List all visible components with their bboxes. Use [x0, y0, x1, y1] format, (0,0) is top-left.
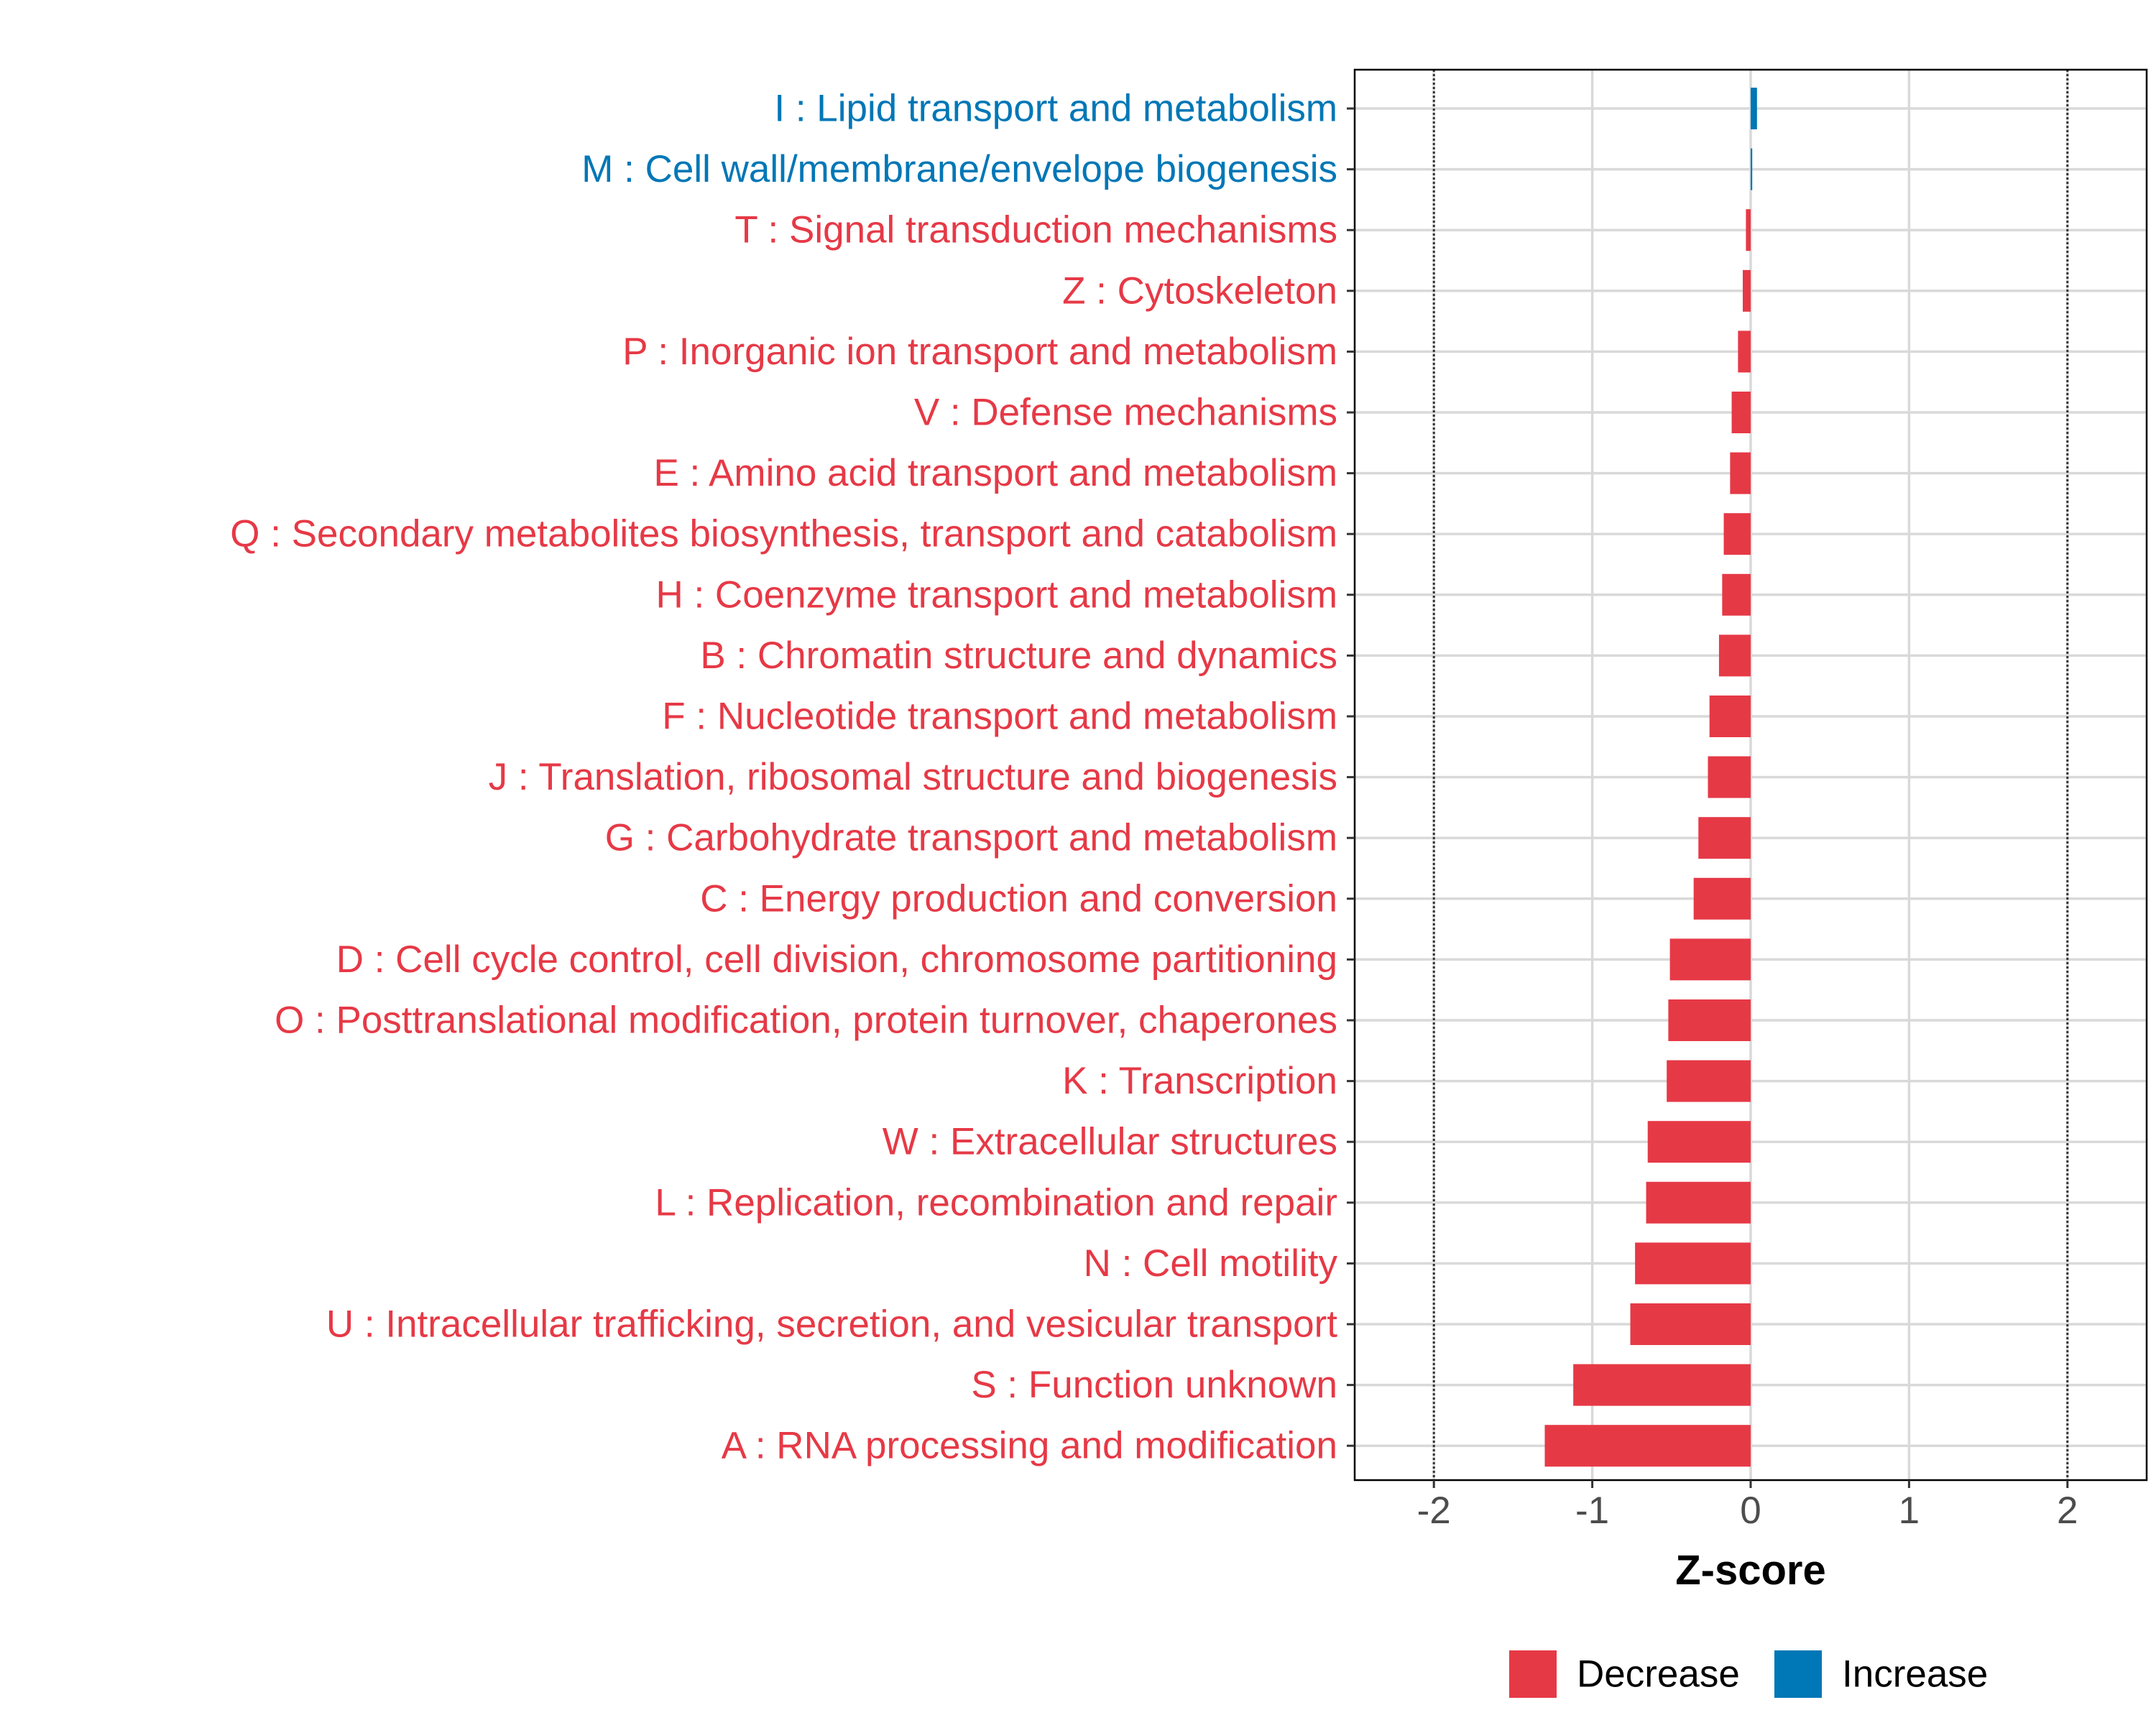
y-tick-label: P : Inorganic ion transport and metaboli… [622, 331, 1337, 373]
y-tick-label: T : Signal transduction mechanisms [734, 209, 1337, 251]
x-tick-label: -2 [1417, 1489, 1451, 1532]
y-tick-label: W : Extracellular structures [883, 1121, 1337, 1163]
y-tick-label: D : Cell cycle control, cell division, c… [336, 938, 1337, 981]
x-tick-label: -1 [1575, 1489, 1609, 1532]
y-tick-label: U : Intracellular trafficking, secretion… [326, 1303, 1337, 1346]
bar [1709, 696, 1751, 737]
legend-label: Decrease [1577, 1653, 1740, 1696]
y-tick-label: Q : Secondary metabolites biosynthesis, … [230, 513, 1337, 555]
x-axis-title: Z-score [1675, 1547, 1826, 1594]
y-axis-ticks: I : Lipid transport and metabolism M : Ce… [230, 88, 1355, 1467]
bar [1731, 392, 1751, 433]
y-tick-label: E : Amino acid transport and metabolism [653, 452, 1337, 494]
bar [1544, 1425, 1751, 1467]
y-tick-label: B : Chromatin structure and dynamics [700, 634, 1337, 677]
y-tick-label: C : Energy production and conversion [700, 877, 1337, 920]
x-axis-ticks: -2 -1 0 1 2 [1417, 1480, 2078, 1532]
y-tick-label: O : Posttranslational modification, prot… [275, 999, 1337, 1042]
y-tick-label: M : Cell wall/membrane/envelope biogenes… [581, 148, 1337, 190]
bar [1635, 1242, 1751, 1285]
y-tick-label: F : Nucleotide transport and metabolism [662, 696, 1337, 738]
bar [1647, 1121, 1751, 1163]
y-tick-label: G : Carbohydrate transport and metabolis… [605, 817, 1337, 859]
bar [1751, 148, 1753, 190]
y-tick-label: S : Function unknown [971, 1364, 1337, 1406]
bars [1544, 88, 1757, 1467]
x-tick-label: 1 [1899, 1489, 1920, 1532]
legend-label: Increase [1842, 1653, 1988, 1696]
bar [1698, 817, 1751, 859]
bar [1668, 999, 1751, 1041]
bar [1667, 1060, 1751, 1102]
bar [1722, 573, 1751, 616]
y-tick-label: K : Transcription [1062, 1060, 1337, 1102]
bar [1751, 88, 1757, 129]
legend-swatch [1509, 1650, 1557, 1698]
bar [1630, 1303, 1751, 1345]
y-tick-label: Z : Cytoskeleton [1062, 269, 1337, 312]
bar [1669, 938, 1751, 981]
bar [1746, 209, 1751, 251]
bar [1646, 1181, 1751, 1224]
bar [1742, 269, 1751, 312]
legend-swatch [1774, 1650, 1822, 1698]
bar [1738, 331, 1751, 373]
legend: Decrease Increase [1509, 1650, 1988, 1698]
y-tick-label: L : Replication, recombination and repai… [655, 1181, 1337, 1224]
y-tick-label: I : Lipid transport and metabolism [774, 88, 1337, 130]
bar [1708, 756, 1751, 798]
x-tick-label: 2 [2057, 1489, 2078, 1532]
y-tick-label: J : Translation, ribosomal structure and… [489, 756, 1337, 798]
bar [1723, 513, 1751, 555]
y-tick-label: V : Defense mechanisms [914, 392, 1337, 434]
bar [1730, 452, 1751, 494]
y-tick-label: H : Coenzyme transport and metabolism [655, 573, 1337, 616]
x-tick-label: 0 [1740, 1489, 1761, 1532]
bar [1718, 634, 1751, 677]
bar [1573, 1364, 1751, 1406]
y-tick-label: A : RNA processing and modification [722, 1425, 1337, 1467]
y-tick-label: N : Cell motility [1084, 1242, 1338, 1285]
bar [1693, 877, 1751, 920]
